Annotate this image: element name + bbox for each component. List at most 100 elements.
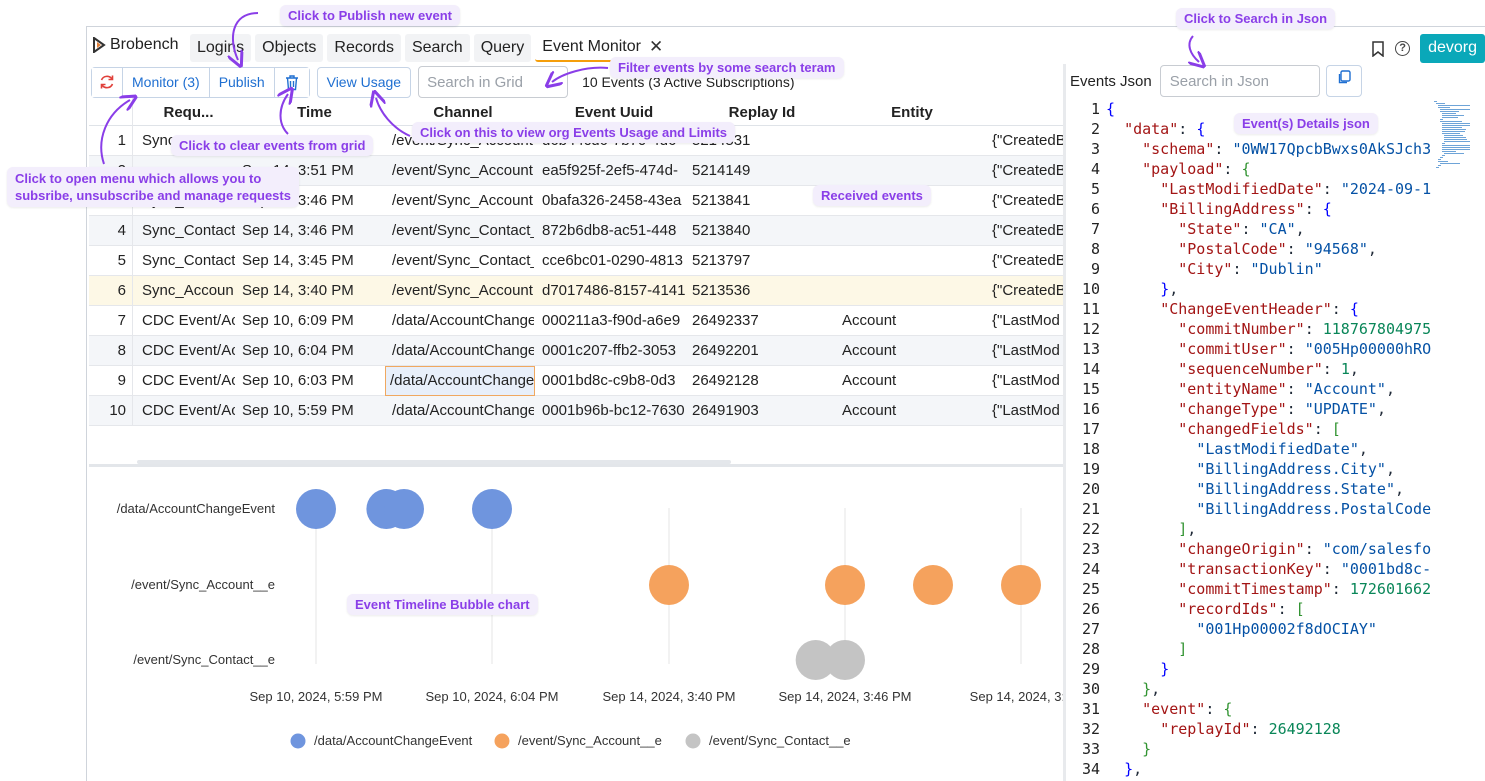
- help-icon[interactable]: ?: [1395, 41, 1411, 56]
- table-cell-entity[interactable]: [842, 276, 982, 306]
- code-line[interactable]: "BillingAddress.State",: [1106, 479, 1464, 499]
- table-cell-uuid[interactable]: d7017486-8157-4141: [542, 282, 686, 299]
- bookmark-icon[interactable]: [1371, 40, 1385, 57]
- table-cell-json[interactable]: {"CreatedB: [992, 222, 1063, 239]
- table-cell-replay[interactable]: 5213536: [692, 282, 751, 299]
- table-cell-req[interactable]: CDC Event/Ac: [142, 312, 235, 329]
- table-cell-time[interactable]: Sep 10, 6:03 PM: [242, 372, 354, 389]
- table-cell-time[interactable]: Sep 14, 3:46 PM: [242, 222, 354, 239]
- table-cell-json[interactable]: {"CreatedB: [992, 282, 1063, 299]
- copy-button[interactable]: [1325, 65, 1362, 97]
- table-cell-entity[interactable]: Account: [842, 312, 897, 329]
- table-cell-entity[interactable]: [842, 246, 982, 276]
- table-cell-json[interactable]: {"LastMod: [992, 312, 1060, 329]
- table-cell-replay[interactable]: 5213797: [692, 252, 751, 269]
- table-row[interactable]: 7 CDC Event/Ac Sep 10, 6:09 PM/data/Accoun…: [89, 306, 1063, 336]
- table-cell-entity[interactable]: Account: [842, 372, 897, 389]
- code-line[interactable]: "PostalCode": "94568",: [1106, 239, 1464, 259]
- monitor-button[interactable]: Monitor (3): [123, 67, 210, 97]
- table-cell-n[interactable]: 7: [89, 306, 133, 336]
- table-cell-channel[interactable]: /event/Sync_Contact_: [392, 252, 534, 269]
- table-cell-channel[interactable]: /event/Sync_Contact_: [392, 222, 534, 239]
- column-header[interactable]: Replay Id: [728, 104, 796, 121]
- json-code[interactable]: { "data": { "schema": "0WW17QpcbBwxs0AkS…: [1106, 99, 1464, 779]
- code-line[interactable]: "BillingAddress.City",: [1106, 459, 1464, 479]
- table-cell-replay[interactable]: 5214149: [692, 162, 751, 179]
- table-cell-time[interactable]: Sep 14, 3:40 PM: [242, 282, 354, 299]
- table-cell-n[interactable]: 1: [89, 126, 133, 156]
- table-row[interactable]: 10 CDC Event/Ac Sep 10, 5:59 PM/data/Accou…: [89, 396, 1063, 426]
- table-cell-n[interactable]: 5: [89, 246, 133, 276]
- json-editor[interactable]: 1 2 3 4 5 6 7 8 9 10 11 12 13 14 15 16 17 18 19 20 21 22 23 24 2…: [1066, 99, 1470, 781]
- code-line[interactable]: "State": "CA",: [1106, 219, 1464, 239]
- column-header[interactable]: Entity: [891, 104, 933, 121]
- table-cell-uuid[interactable]: ea5f925f-2ef5-474d-: [542, 162, 678, 179]
- clear-button[interactable]: [274, 67, 309, 97]
- table-cell-replay[interactable]: 5213841: [692, 192, 751, 209]
- publish-button[interactable]: Publish: [209, 67, 275, 97]
- code-line[interactable]: },: [1106, 759, 1464, 779]
- table-cell-json[interactable]: {"CreatedB: [992, 162, 1063, 179]
- table-cell-replay[interactable]: 26492337: [692, 312, 759, 329]
- table-cell-n[interactable]: 8: [89, 336, 133, 366]
- table-cell-json[interactable]: {"CreatedB: [992, 192, 1063, 209]
- code-line[interactable]: },: [1106, 679, 1464, 699]
- code-line[interactable]: "ChangeEventHeader": {: [1106, 299, 1464, 319]
- code-line[interactable]: ]: [1106, 639, 1464, 659]
- table-cell-replay[interactable]: 26492128: [692, 372, 759, 389]
- table-cell-uuid[interactable]: 0bafa326-2458-43ea: [542, 192, 682, 209]
- table-cell-channel[interactable]: /data/AccountChange: [392, 312, 534, 329]
- vertical-splitter[interactable]: [1063, 64, 1066, 781]
- table-cell-time[interactable]: Sep 10, 5:59 PM: [242, 402, 354, 419]
- table-cell-channel[interactable]: /data/AccountChange: [392, 402, 534, 419]
- table-row[interactable]: 5 Sync_Contact Sep 14, 3:45 PM/event/Sync_…: [89, 246, 1063, 276]
- tab-search[interactable]: Search: [404, 34, 470, 62]
- code-line[interactable]: "City": "Dublin": [1106, 259, 1464, 279]
- table-cell-req[interactable]: CDC Event/Ac: [142, 372, 235, 389]
- table-cell-req[interactable]: Sync_Contact: [142, 222, 235, 239]
- code-line[interactable]: "recordIds": [: [1106, 599, 1464, 619]
- code-line[interactable]: "payload": {: [1106, 159, 1464, 179]
- brand[interactable]: Brobench: [92, 36, 179, 54]
- json-minimap[interactable]: [1432, 99, 1470, 169]
- table-cell-entity[interactable]: Account: [842, 402, 897, 419]
- code-line[interactable]: "LastModifiedDate": "2024-09-1: [1106, 179, 1464, 199]
- column-header[interactable]: Time: [297, 104, 332, 121]
- table-cell-channel[interactable]: /data/AccountChange: [385, 366, 535, 396]
- table-cell-uuid[interactable]: cce6bc01-0290-4813: [542, 252, 683, 269]
- table-cell-replay[interactable]: 5213840: [692, 222, 751, 239]
- code-line[interactable]: "event": {: [1106, 699, 1464, 719]
- code-line[interactable]: "BillingAddress.PostalCode: [1106, 499, 1464, 519]
- code-line[interactable]: }: [1106, 659, 1464, 679]
- tab-records[interactable]: Records: [327, 34, 401, 62]
- table-cell-n[interactable]: 4: [89, 216, 133, 246]
- table-row[interactable]: 6 Sync_Accoun Sep 14, 3:40 PM/event/Sync_A…: [89, 276, 1063, 306]
- column-header[interactable]: Event Uuid: [574, 104, 654, 121]
- table-cell-entity[interactable]: Account: [842, 342, 897, 359]
- table-cell-uuid[interactable]: 872b6db8-ac51-448: [542, 222, 677, 239]
- table-cell-entity[interactable]: [842, 126, 982, 156]
- column-header[interactable]: Requ...: [163, 104, 214, 121]
- table-cell-replay[interactable]: 26492201: [692, 342, 759, 359]
- code-line[interactable]: },: [1106, 279, 1464, 299]
- table-cell-time[interactable]: Sep 14, 3:45 PM: [242, 252, 354, 269]
- table-cell-n[interactable]: 9: [89, 366, 133, 396]
- table-cell-req[interactable]: Sync_Accoun: [142, 282, 234, 299]
- table-cell-json[interactable]: {"LastMod: [992, 372, 1060, 389]
- close-icon[interactable]: ✕: [648, 36, 664, 56]
- panel-divider[interactable]: [89, 464, 1063, 467]
- table-cell-channel[interactable]: /event/Sync_Account: [392, 282, 533, 299]
- code-line[interactable]: "entityName": "Account",: [1106, 379, 1464, 399]
- code-line[interactable]: "data": {: [1106, 119, 1464, 139]
- org-button[interactable]: devorg: [1420, 34, 1485, 63]
- table-cell-json[interactable]: {"CreatedB: [992, 132, 1063, 149]
- table-cell-req[interactable]: CDC Event/Ac: [142, 402, 235, 419]
- table-row[interactable]: 4 Sync_Contact Sep 14, 3:46 PM/event/Sync_…: [89, 216, 1063, 246]
- table-cell-uuid[interactable]: 0001b96b-bc12-7630: [542, 402, 685, 419]
- code-line[interactable]: "sequenceNumber": 1,: [1106, 359, 1464, 379]
- code-line[interactable]: "changeOrigin": "com/salesfo: [1106, 539, 1464, 559]
- tab-objects[interactable]: Objects: [255, 34, 324, 62]
- refresh-button[interactable]: [92, 67, 123, 97]
- code-line[interactable]: "commitNumber": 118767804975: [1106, 319, 1464, 339]
- code-line[interactable]: "commitUser": "005Hp00000hRO: [1106, 339, 1464, 359]
